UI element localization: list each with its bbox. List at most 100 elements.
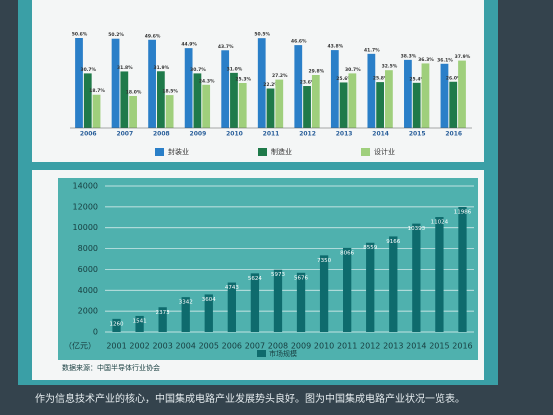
value-label: 11024 <box>431 220 449 226</box>
x-tick-label: 2013 <box>336 131 353 138</box>
value-label: 36.1% <box>437 57 453 63</box>
value-label: 1260 <box>110 321 124 327</box>
value-label: 37.9% <box>455 54 471 60</box>
y-tick-label: 12000 <box>73 202 98 211</box>
x-tick-label: 2003 <box>152 342 172 351</box>
value-label: 4743 <box>225 285 239 291</box>
value-label: 30.7% <box>190 67 206 73</box>
value-label: 8066 <box>340 250 354 256</box>
x-tick-label: 2014 <box>372 131 389 138</box>
x-tick-label: 2013 <box>383 342 403 351</box>
caption: 作为信息技术产业的核心，中国集成电路产业发展势头良好。图为中国集成电路产业状况一… <box>35 392 465 405</box>
bar <box>257 38 266 128</box>
value-label: 32.5% <box>382 64 398 70</box>
legend-label: 封装业 <box>168 147 189 156</box>
value-label: 29.8% <box>309 68 325 74</box>
x-tick-label: 2001 <box>106 342 126 351</box>
value-label: 25.4% <box>409 76 425 82</box>
x-tick-label: 2016 <box>445 131 462 138</box>
x-tick-label: 2007 <box>245 342 265 351</box>
x-tick-label: 2012 <box>360 342 380 351</box>
legend-swatch <box>257 350 266 357</box>
bar <box>412 82 421 128</box>
x-tick-label: 2011 <box>263 131 280 138</box>
legend-label: 制造业 <box>271 147 292 156</box>
value-label: 18.5% <box>162 89 178 95</box>
value-label: 30.7% <box>345 67 361 73</box>
bar <box>303 86 311 128</box>
bar <box>367 53 376 128</box>
value-label: 5973 <box>271 272 285 278</box>
bar <box>238 83 247 128</box>
bar <box>294 45 303 128</box>
value-label: 9166 <box>386 239 400 245</box>
y-tick-label: 14000 <box>73 182 98 191</box>
bar <box>421 63 430 128</box>
bar <box>193 73 202 128</box>
bar <box>385 70 393 128</box>
legend-swatch <box>155 148 164 156</box>
value-label: 46.6% <box>291 39 307 45</box>
legend-swatch <box>258 148 267 156</box>
value-label: 22.2% <box>263 82 279 88</box>
value-label: 50.5% <box>254 32 270 38</box>
bar <box>92 94 101 128</box>
bar <box>75 38 83 128</box>
bar <box>135 315 144 332</box>
bar <box>129 95 137 128</box>
bar <box>204 294 213 332</box>
x-tick-label: 2008 <box>153 131 170 138</box>
value-label: 2373 <box>156 310 170 316</box>
plot-bg <box>58 178 478 360</box>
value-label: 31.0% <box>227 66 243 72</box>
y-tick-label: 2000 <box>78 307 98 316</box>
bar <box>221 50 230 128</box>
y-tick-label: 4000 <box>78 286 98 295</box>
value-label: 30.7% <box>80 67 96 73</box>
x-tick-label: 2002 <box>129 342 149 351</box>
value-label: 36.3% <box>418 57 434 63</box>
value-label: 43.7% <box>218 44 234 50</box>
x-tick-label: 2012 <box>299 131 316 138</box>
value-label: 3342 <box>179 300 193 306</box>
bar <box>348 73 357 128</box>
bar <box>458 60 466 129</box>
bar <box>404 59 412 128</box>
value-label: 23.6% <box>300 80 316 86</box>
x-tick-label: 2006 <box>222 342 242 351</box>
bar <box>83 73 92 128</box>
bar <box>120 71 129 128</box>
value-label: 31.9% <box>154 65 170 71</box>
bar <box>202 84 211 128</box>
value-label: 24.3% <box>199 78 215 84</box>
legend-label: 设计业 <box>374 147 395 156</box>
value-label: 27.2% <box>272 73 288 79</box>
bar <box>343 247 352 332</box>
bar <box>230 72 238 128</box>
legend-label: 市场规模 <box>269 349 297 358</box>
bar <box>435 217 444 332</box>
x-tick-label: 2010 <box>314 342 334 351</box>
bar <box>296 272 306 332</box>
value-label: 41.7% <box>364 47 380 53</box>
value-label: 43.8% <box>328 44 344 50</box>
x-tick-label: 2004 <box>176 342 196 351</box>
bar <box>330 50 339 128</box>
x-tick-label: 2014 <box>406 342 426 351</box>
value-label: 8559 <box>363 245 377 251</box>
bar <box>440 63 449 128</box>
value-label: 11986 <box>454 210 472 216</box>
bar <box>181 297 190 332</box>
x-tick-label: 2009 <box>190 131 207 138</box>
y-axis-label: （亿元） <box>64 341 96 351</box>
value-label: 31.8% <box>117 65 133 71</box>
x-tick-label: 2016 <box>452 342 472 351</box>
value-label: 26.0% <box>446 75 462 81</box>
value-label: 10393 <box>408 226 426 232</box>
bar <box>184 48 193 129</box>
x-tick-label: 2008 <box>268 342 288 351</box>
bar <box>158 307 167 332</box>
bar <box>449 81 458 128</box>
bar <box>250 273 260 332</box>
bar <box>227 282 236 332</box>
